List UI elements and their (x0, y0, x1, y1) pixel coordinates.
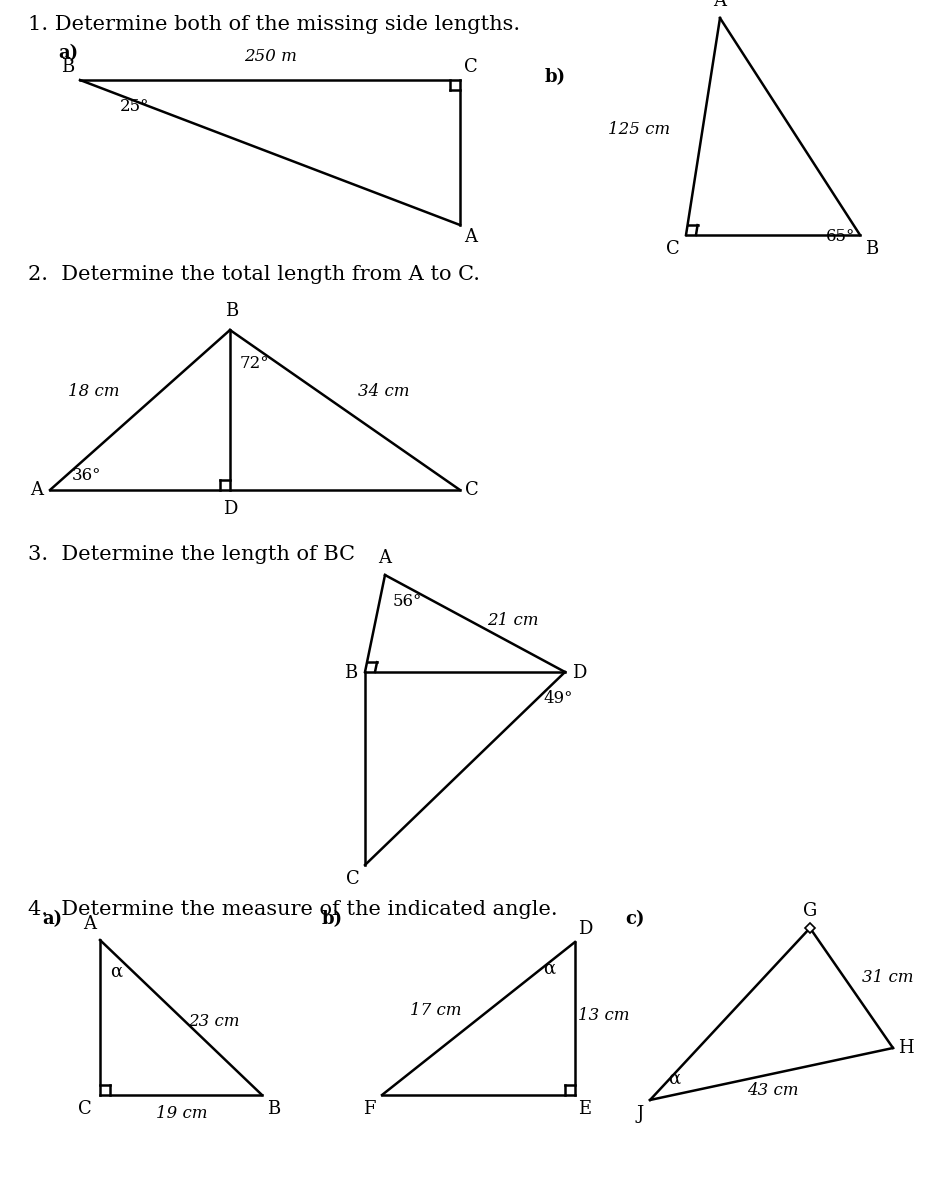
Text: B: B (225, 302, 239, 320)
Text: 19 cm: 19 cm (156, 1105, 207, 1121)
Text: D: D (223, 500, 237, 518)
Text: 2.  Determine the total length from A to C.: 2. Determine the total length from A to … (28, 265, 480, 284)
Text: 3.  Determine the length of BC: 3. Determine the length of BC (28, 545, 355, 564)
Text: C: C (465, 481, 479, 499)
Text: 4.  Determine the measure of the indicated angle.: 4. Determine the measure of the indicate… (28, 901, 557, 920)
Text: 1. Determine both of the missing side lengths.: 1. Determine both of the missing side le… (28, 15, 520, 34)
Text: B: B (344, 664, 357, 682)
Text: 65°: 65° (826, 228, 856, 245)
Text: 25°: 25° (120, 97, 149, 115)
Text: B: B (267, 1100, 281, 1118)
Text: A: A (464, 228, 477, 246)
Text: 56°: 56° (393, 593, 422, 609)
Text: 34 cm: 34 cm (358, 384, 409, 400)
Text: α: α (110, 963, 122, 981)
Text: D: D (578, 920, 593, 939)
Text: α: α (543, 960, 555, 978)
Text: D: D (572, 664, 586, 682)
Text: C: C (346, 870, 360, 887)
Text: b): b) (545, 68, 566, 86)
Text: 72°: 72° (240, 355, 269, 372)
Text: B: B (865, 240, 878, 258)
Text: C: C (464, 58, 478, 76)
Text: α: α (668, 1070, 680, 1088)
Text: C: C (666, 240, 680, 258)
Text: 49°: 49° (543, 690, 572, 707)
Text: 250 m: 250 m (244, 48, 296, 65)
Text: A: A (379, 549, 392, 567)
Text: J: J (637, 1105, 644, 1123)
Text: 23 cm: 23 cm (188, 1013, 240, 1030)
Text: C: C (79, 1100, 92, 1118)
Text: a): a) (58, 44, 78, 62)
Text: G: G (803, 902, 817, 920)
Text: c): c) (625, 910, 644, 928)
Text: E: E (578, 1100, 591, 1118)
Text: A: A (83, 915, 96, 933)
Text: 18 cm: 18 cm (69, 384, 120, 400)
Text: b): b) (322, 910, 344, 928)
Text: 13 cm: 13 cm (578, 1006, 630, 1024)
Text: 43 cm: 43 cm (747, 1082, 799, 1099)
Text: F: F (364, 1100, 376, 1118)
Text: 17 cm: 17 cm (410, 1001, 462, 1019)
Text: 125 cm: 125 cm (607, 121, 670, 139)
Text: H: H (898, 1040, 914, 1057)
Text: 36°: 36° (72, 467, 102, 484)
Text: B: B (61, 58, 74, 76)
Text: A: A (30, 481, 43, 499)
Text: 31 cm: 31 cm (862, 969, 914, 986)
Text: A: A (714, 0, 727, 10)
Text: a): a) (42, 910, 62, 928)
Text: 21 cm: 21 cm (487, 612, 539, 628)
